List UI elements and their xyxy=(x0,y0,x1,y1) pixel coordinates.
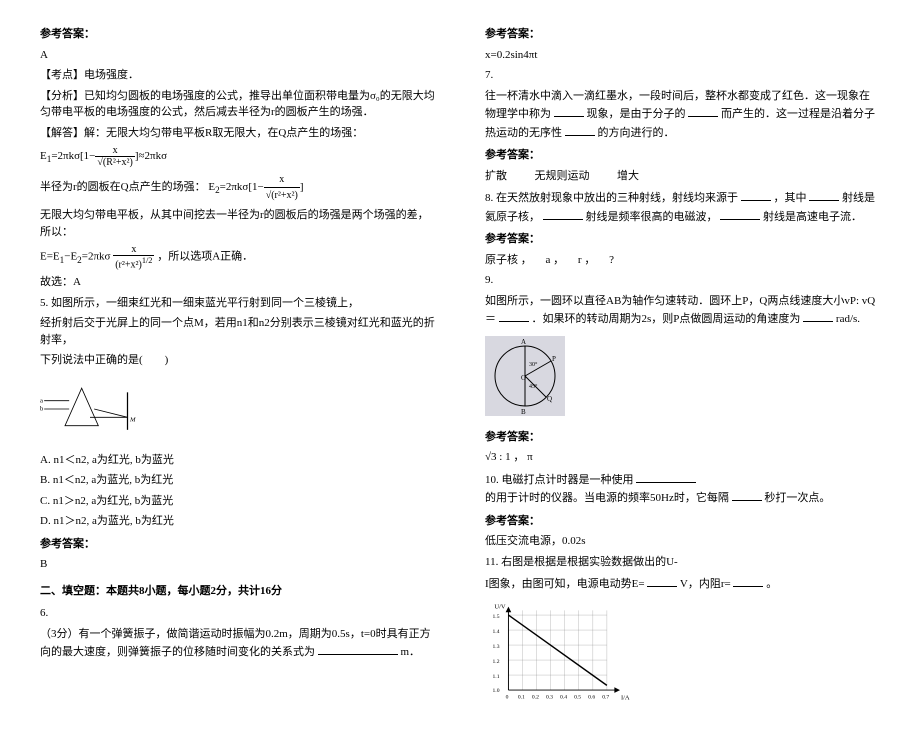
answer-label-2: 参考答案： xyxy=(40,536,435,553)
q7-text: 往一杯清水中滴入一滴红墨水，一段时间后，整杯水都变成了红色．这一现象在物理学中称… xyxy=(485,88,880,142)
q5-line3: 下列说法中正确的是( ) xyxy=(40,352,435,369)
right-column: 参考答案： x=0.2sin4πt 7. 往一杯清水中滴入一滴红墨水，一段时间后… xyxy=(485,20,880,711)
jieda: 【解答】解：无限大均匀带电平板R取无限大，在Q点产生的场强： xyxy=(40,125,435,142)
svg-text:0.4: 0.4 xyxy=(560,694,567,700)
explain: 无限大均匀带电平板，从其中间挖去一半径为r的圆板后的场强是两个场强的差，所以： xyxy=(40,207,435,240)
answer-7: 扩散 无规则运动 增大 xyxy=(485,168,880,185)
answer-a: A xyxy=(40,47,435,64)
blank-q8-4 xyxy=(720,207,760,220)
blank-q10-1 xyxy=(636,470,696,483)
svg-text:Q: Q xyxy=(547,395,552,403)
q11-line1: 11. 右图是根据是根据实验数据做出的U- xyxy=(485,554,880,571)
svg-text:b: b xyxy=(40,405,44,412)
blank-q8-2 xyxy=(809,188,839,201)
blank-q11-2 xyxy=(733,574,763,587)
option-b: B. n1＜n2, a为蓝光, b为红光 xyxy=(40,472,435,489)
svg-text:1.4: 1.4 xyxy=(493,628,500,634)
blank-q6 xyxy=(318,642,398,655)
q11-line2: I图象，由图可知，电源电动势E= V，内阻r= 。 xyxy=(485,574,880,593)
answer-8: 原子核 ， a ， r ， ? xyxy=(485,252,880,269)
blank-q10-2 xyxy=(732,488,762,501)
answer-b: B xyxy=(40,556,435,573)
prism-diagram: a b M xyxy=(40,379,140,439)
answer-label-r4: 参考答案： xyxy=(485,429,880,446)
svg-text:O: O xyxy=(521,374,526,382)
formula-e: E=E1−E2=2πkσ x(r²+x²)1/2 ，所以选项A正确． xyxy=(40,244,435,270)
svg-text:0.3: 0.3 xyxy=(546,694,553,700)
gushuo: 故选：A xyxy=(40,274,435,291)
answer-label-r3: 参考答案： xyxy=(485,231,880,248)
svg-text:0.1: 0.1 xyxy=(518,694,525,700)
svg-text:1.1: 1.1 xyxy=(493,673,500,679)
mid-text: 半径为r的圆板在Q点产生的场强： E2=2πkσ[1−x√(r²+x²)] xyxy=(40,172,435,203)
svg-text:1.0: 1.0 xyxy=(493,687,500,693)
blank-q9-1 xyxy=(499,309,529,322)
blank-q7-1 xyxy=(554,104,584,117)
q5-line2: 经折射后交于光屏上的同一个点M，若用n1和n2分别表示三棱镜对红光和蓝光的折射率… xyxy=(40,315,435,348)
q6-text: （3分）有一个弹簧振子，做简谐运动时振幅为0.2m，周期为0.5s，t=0时具有… xyxy=(40,626,435,661)
q5-line1: 5. 如图所示，一细束红光和一细束蓝光平行射到同一个三棱镜上， xyxy=(40,295,435,312)
svg-text:0.6: 0.6 xyxy=(588,694,595,700)
x-axis-label: I/A xyxy=(621,694,630,701)
answer-9: √3 : 1 ， π xyxy=(485,449,880,466)
svg-text:M: M xyxy=(129,416,136,423)
answer-label: 参考答案： xyxy=(40,26,435,43)
blank-q7-3 xyxy=(565,123,595,136)
ui-chart: U/V I/A 1.5 1.4 1.3 1.2 xyxy=(485,601,635,704)
svg-text:A: A xyxy=(521,338,526,346)
svg-text:1.3: 1.3 xyxy=(493,643,500,649)
kaodian: 【考点】电场强度． xyxy=(40,67,435,84)
option-a: A. n1＜n2, a为红光, b为蓝光 xyxy=(40,452,435,469)
option-c: C. n1＞n2, a为红光, b为蓝光 xyxy=(40,493,435,510)
q9-num: 9. xyxy=(485,272,880,289)
blank-q7-2 xyxy=(688,104,718,117)
svg-text:a: a xyxy=(40,397,43,404)
option-d: D. n1＞n2, a为蓝光, b为红光 xyxy=(40,513,435,530)
section-2-title: 二、填空题：本题共8小题，每小题2分，共计16分 xyxy=(40,583,435,600)
left-column: 参考答案： A 【考点】电场强度． 【分析】已知均匀圆板的电场强度的公式，推导出… xyxy=(40,20,435,711)
svg-text:0.2: 0.2 xyxy=(532,694,539,700)
q10-text: 10. 电磁打点计时器是一种使用 的用于计时的仪器。当电源的频率50Hz时，它每… xyxy=(485,470,880,507)
q6-num: 6. xyxy=(40,605,435,622)
blank-q8-1 xyxy=(741,188,771,201)
svg-text:1.5: 1.5 xyxy=(493,613,500,619)
svg-text:0: 0 xyxy=(506,694,509,700)
blank-q11-1 xyxy=(647,574,677,587)
q7-num: 7. xyxy=(485,67,880,84)
svg-text:0.5: 0.5 xyxy=(574,694,581,700)
answer-label-r1: 参考答案： xyxy=(485,26,880,43)
y-axis-label: U/V xyxy=(494,603,506,610)
blank-q9-2 xyxy=(803,309,833,322)
svg-text:P: P xyxy=(552,355,556,363)
blank-q8-3 xyxy=(543,207,583,220)
q9-text: 如图所示，一圆环以直径AB为轴作匀速转动．圆环上P，Q两点线速度大小vP: vQ… xyxy=(485,293,880,328)
svg-text:0.7: 0.7 xyxy=(602,694,609,700)
svg-text:B: B xyxy=(521,408,526,416)
answer-label-r2: 参考答案： xyxy=(485,147,880,164)
circle-diagram: A B P Q O 30° 45° xyxy=(485,336,565,416)
svg-text:1.2: 1.2 xyxy=(493,658,500,664)
fenxi: 【分析】已知均匀圆板的电场强度的公式，推导出单位面积带电量为σ₀的无限大均匀带电… xyxy=(40,88,435,121)
formula-e1: E1=2πkσ[1−x√(R²+x²)]≈2πkσ xyxy=(40,145,435,168)
svg-text:45°: 45° xyxy=(529,383,538,390)
formula-e2: E2=2πkσ[1−x√(r²+x²)] xyxy=(208,181,303,193)
svg-text:30°: 30° xyxy=(529,361,538,368)
q8-text: 8. 在天然放射现象中放出的三种射线，射线均来源于 ，其中 射线是氦原子核， 射… xyxy=(485,188,880,225)
answer-6: x=0.2sin4πt xyxy=(485,47,880,64)
answer-label-r5: 参考答案： xyxy=(485,513,880,530)
answer-10: 低压交流电源，0.02s xyxy=(485,533,880,550)
